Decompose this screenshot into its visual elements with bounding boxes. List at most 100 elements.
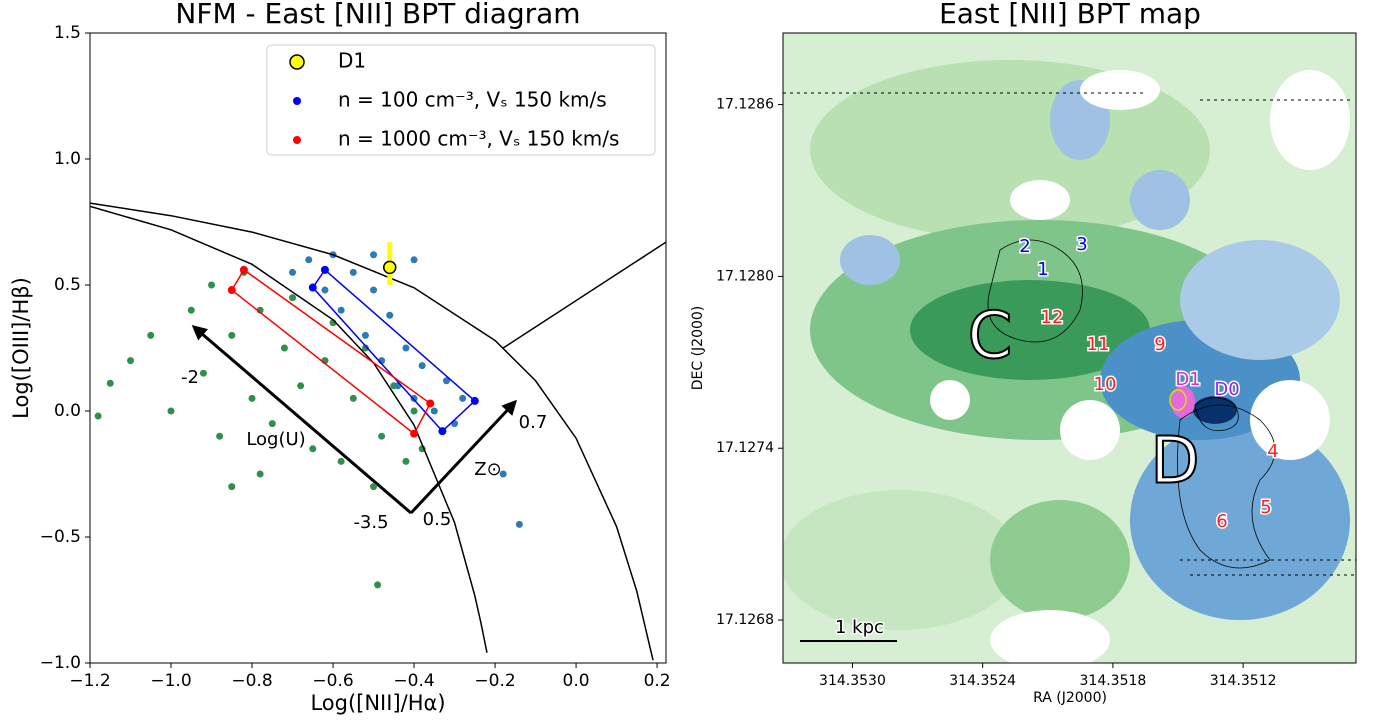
data-point [410,429,419,438]
data-point [349,268,357,276]
model-grid [311,268,476,433]
data-point [361,331,369,339]
data-point [402,344,410,352]
annotation: 9 [1154,334,1165,355]
data-point [410,256,418,264]
chart-title: East [NII] BPT map [939,0,1201,30]
y-tick-label: 0.0 [54,401,81,421]
x-tick-label: −0.2 [474,671,515,691]
x-tick-label: 314.3530 [819,673,886,689]
region-label: D [1150,425,1199,499]
data-point [228,331,236,339]
data-point [426,399,435,408]
y-tick-label: 17.1280 [716,268,774,284]
axes-frame [89,32,667,664]
annotation: 2 [1019,236,1030,257]
arrows [191,325,518,515]
annotation: D1 [1175,369,1200,390]
x-axis-label: RA (J2000) [1033,690,1107,706]
data-point [308,283,317,292]
data-point [167,407,175,415]
data-point [289,268,297,276]
data-point [370,286,378,294]
region-label: C [968,300,1013,374]
legend-marker [289,54,305,70]
data-point [370,483,378,491]
data-point [320,265,329,274]
annotation: 11 [1087,334,1110,355]
annotation: -3.5 [353,512,388,533]
data-point [228,483,236,491]
x-tick-label: −1.2 [69,671,110,691]
y-tick-label: 1.0 [54,149,81,169]
data-point [438,427,447,436]
data-point [321,286,329,294]
annotation: -2 [181,367,199,388]
plot-area [90,202,666,661]
annotation: D0 [1214,379,1239,400]
x-tick-label: −0.4 [393,671,434,691]
x-tick-label: −0.8 [231,671,272,691]
y-tick-label: 1.5 [54,23,81,43]
legend-label: n = 1000 cm⁻³, Vₛ 150 km/s [338,127,619,151]
data-point [418,362,426,370]
y-tick-label: 17.1274 [716,440,774,456]
data-point [256,470,264,478]
data-point [337,457,345,465]
annotation: 10 [1094,374,1117,395]
data-point [386,311,394,319]
data-point [187,306,195,314]
annotation: 1 kpc [835,617,884,638]
data-point [280,344,288,352]
annotation: Log(U) [246,429,305,450]
data-point [216,432,224,440]
demarcation-line [90,202,654,661]
data-point [248,394,256,402]
axes-frame [782,32,1357,664]
legend-marker [293,136,301,144]
data-point [305,256,313,264]
annotation: 1 [1037,259,1048,280]
data-point [361,344,369,352]
data-point [382,260,397,275]
data-point [410,407,418,415]
map-image [783,33,1356,663]
data-point [349,394,357,402]
x-tick-label: 314.3512 [1210,673,1277,689]
data-point [459,394,467,402]
chart-title: NFM - East [NII] BPT diagram [175,0,580,30]
data-point [499,470,507,478]
x-axis-label: Log([NII]/Hα) [310,691,445,715]
x-tick-label: 314.3524 [949,673,1016,689]
data-point [394,382,402,390]
data-point [370,251,378,259]
x-tick-label: 0.0 [563,671,590,691]
data-point [402,457,410,465]
x-tick-label: 314.3518 [1080,673,1147,689]
data-point [515,520,523,528]
data-point [199,369,207,377]
x-tick-label: −1.0 [150,671,191,691]
model-grid [230,268,432,435]
data-point [106,379,114,387]
data-point [470,396,479,405]
demarcation-line [502,241,666,349]
legend-label: n = 100 cm⁻³, Vₛ 150 km/s [338,88,607,112]
legend-label: D1 [338,49,366,73]
annotation: 4 [1267,441,1278,462]
annotation: 5 [1260,497,1271,518]
data-point [297,382,305,390]
data-point [337,306,345,314]
y-axis-label: DEC (J2000) [690,306,706,391]
annotation: 0.7 [519,412,548,433]
annotation: 12 [1041,307,1064,328]
data-point [442,377,450,385]
data-point [208,281,216,289]
data-point [289,294,297,302]
data-point [127,357,135,365]
y-tick-label: 17.1286 [716,97,774,113]
data-point [410,394,418,402]
data-point [239,265,248,274]
y-tick-label: 0.5 [54,275,81,295]
y-tick-label: 17.1268 [716,612,774,628]
